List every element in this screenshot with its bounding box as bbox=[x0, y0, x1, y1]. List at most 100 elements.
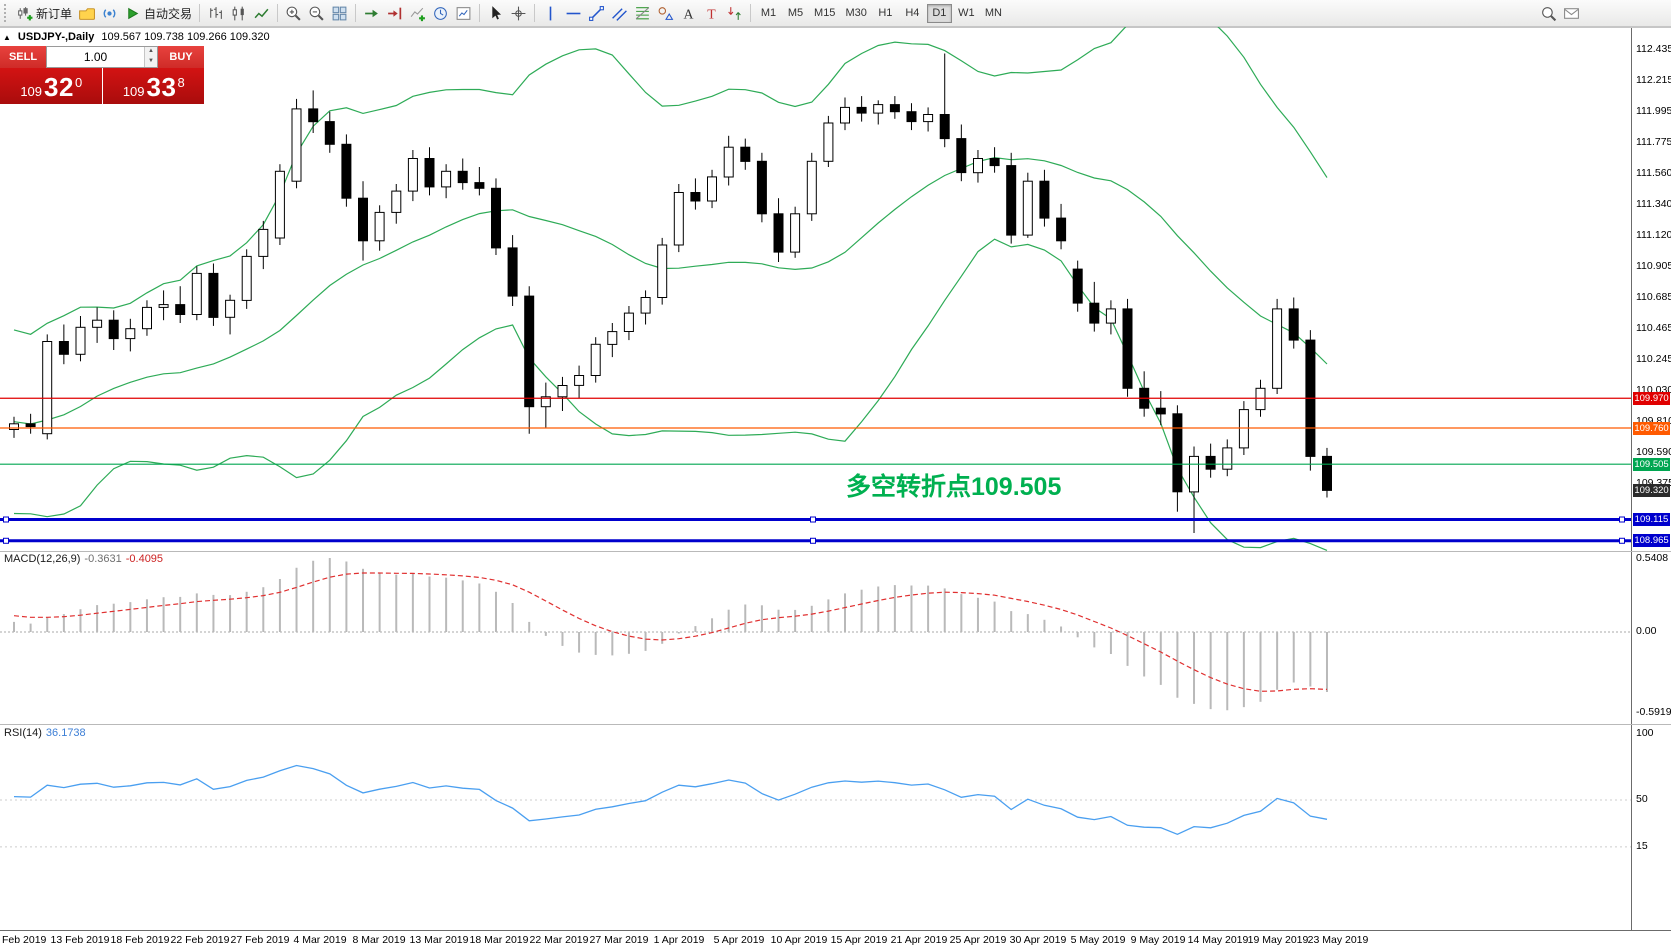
date-axis-label: 22 Feb 2019 bbox=[170, 934, 230, 946]
indicators-button[interactable] bbox=[406, 2, 429, 24]
sell-price-display[interactable]: 109320 bbox=[0, 68, 102, 104]
bar-chart-button[interactable] bbox=[204, 2, 227, 24]
zoom-in-button[interactable] bbox=[282, 2, 305, 24]
price-axis-tick: 110.465 bbox=[1636, 322, 1671, 334]
chart-ohlc-values: 109.567 109.738 109.266 109.320 bbox=[101, 31, 270, 43]
timeframe-button-m5[interactable]: M5 bbox=[787, 7, 804, 19]
chart-shift-button[interactable] bbox=[383, 2, 406, 24]
timeframe-button-h1[interactable]: H1 bbox=[878, 7, 893, 19]
zoom-out-button[interactable] bbox=[305, 2, 328, 24]
date-axis-label: 13 Feb 2019 bbox=[50, 934, 110, 946]
date-axis-label: 14 May 2019 bbox=[1187, 934, 1249, 946]
toolbar-grip[interactable] bbox=[4, 4, 8, 22]
line-selection-handle[interactable] bbox=[1619, 537, 1625, 544]
buy-price-big: 33 bbox=[146, 72, 177, 102]
mailbox-button[interactable] bbox=[1560, 2, 1583, 24]
line-chart-icon bbox=[253, 5, 270, 22]
cursor-button[interactable] bbox=[484, 2, 507, 24]
templates-button[interactable] bbox=[452, 2, 475, 24]
folder-icon bbox=[78, 5, 96, 22]
hline-price-tag: 109.505 bbox=[1633, 458, 1670, 471]
hline-price-tag: 109.970 bbox=[1633, 392, 1670, 405]
line-selection-handle[interactable] bbox=[810, 537, 816, 544]
buy-price-sup: 8 bbox=[177, 75, 185, 90]
auto-scroll-button[interactable] bbox=[360, 2, 383, 24]
crosshair-button[interactable] bbox=[507, 2, 530, 24]
history-center-button[interactable] bbox=[75, 2, 98, 24]
sell-button[interactable]: SELL bbox=[0, 46, 46, 68]
vertical-line-button[interactable] bbox=[539, 2, 562, 24]
autotrade-button[interactable]: 自动交易 bbox=[121, 2, 195, 24]
price-axis-tick: 110.905 bbox=[1636, 260, 1671, 272]
candlesticks bbox=[9, 53, 1332, 533]
timeframe-button-m1[interactable]: M1 bbox=[760, 7, 777, 19]
toolbar-separator bbox=[750, 4, 752, 22]
timeframe-button-m15[interactable]: M15 bbox=[814, 7, 836, 19]
arrows-button[interactable] bbox=[723, 2, 746, 24]
price-axis-tick: 111.560 bbox=[1636, 167, 1671, 179]
rsi-axis-tick: 15 bbox=[1636, 840, 1648, 852]
timeframe-button-m30[interactable]: M30 bbox=[845, 7, 867, 19]
rsi-name: RSI(14) bbox=[4, 727, 42, 739]
timeframe-button-h4[interactable]: H4 bbox=[905, 7, 920, 19]
objects-icon bbox=[657, 5, 674, 22]
rsi-axis-tick: 50 bbox=[1636, 793, 1648, 805]
autotrade-button-label: 自动交易 bbox=[144, 6, 193, 21]
mail-icon bbox=[1563, 5, 1580, 22]
community-icon bbox=[101, 5, 118, 22]
timeframe-button-mn[interactable]: MN bbox=[984, 7, 1002, 19]
text-button[interactable]: A bbox=[677, 2, 700, 24]
date-axis-label: 23 May 2019 bbox=[1307, 934, 1369, 946]
autotrade-icon bbox=[124, 5, 141, 22]
volume-value[interactable]: 1.00 bbox=[83, 50, 108, 64]
new-order-button[interactable]: 新订单 bbox=[13, 2, 75, 24]
candle-chart-button[interactable] bbox=[227, 2, 250, 24]
tile-windows-button[interactable] bbox=[328, 2, 351, 24]
price-axis-tick: 110.685 bbox=[1636, 291, 1671, 303]
bollinger-upper-band bbox=[13, 2, 1328, 335]
line-selection-handle[interactable] bbox=[810, 516, 816, 523]
periods-button[interactable] bbox=[429, 2, 452, 24]
trendline-button[interactable] bbox=[585, 2, 608, 24]
date-axis-label: 5 May 2019 bbox=[1070, 934, 1126, 946]
date-axis-label: 10 Apr 2019 bbox=[770, 934, 828, 946]
zoom-out-icon bbox=[308, 5, 325, 22]
line-chart-button[interactable] bbox=[250, 2, 273, 24]
fibonacci-button[interactable] bbox=[631, 2, 654, 24]
price-axis-tick: 111.120 bbox=[1636, 229, 1671, 241]
timeframe-button-d1[interactable]: D1 bbox=[926, 3, 952, 23]
rsi-indicator-label: RSI(14) 36.1738 bbox=[4, 727, 86, 739]
volume-increase-button[interactable]: ▲ bbox=[145, 47, 157, 57]
cursor-icon bbox=[487, 5, 504, 22]
label-button[interactable]: T bbox=[700, 2, 723, 24]
macd-axis-tick: 0.5408 bbox=[1636, 552, 1669, 564]
volume-decrease-button[interactable]: ▼ bbox=[145, 57, 157, 67]
volume-field[interactable]: 1.00 ▲ ▼ bbox=[46, 46, 158, 68]
arrows-icon bbox=[726, 5, 743, 22]
chart-shift-icon bbox=[386, 5, 403, 22]
buy-price-display[interactable]: 109338 bbox=[102, 68, 204, 104]
panel-collapse-icon[interactable]: ▲ bbox=[3, 32, 11, 42]
line-selection-handle[interactable] bbox=[1619, 516, 1625, 523]
svg-text:A: A bbox=[684, 6, 694, 21]
macd-histogram bbox=[13, 558, 1328, 711]
chart-annotation-text[interactable]: 多空转折点109.505 bbox=[846, 473, 1062, 501]
date-axis-label: 13 Mar 2019 bbox=[409, 934, 469, 946]
candle-chart-icon bbox=[230, 5, 247, 22]
community-button[interactable] bbox=[98, 2, 121, 24]
price-axis-tick: 109.590 bbox=[1636, 446, 1671, 458]
text-icon: A bbox=[680, 5, 697, 22]
toolbar-separator bbox=[534, 4, 536, 22]
horizontal-line-button[interactable] bbox=[562, 2, 585, 24]
channel-button[interactable] bbox=[608, 2, 631, 24]
line-selection-handle[interactable] bbox=[3, 516, 9, 523]
periods-icon bbox=[432, 5, 449, 22]
price-axis-tick: 110.245 bbox=[1636, 353, 1671, 365]
timeframe-button-w1[interactable]: W1 bbox=[958, 7, 975, 19]
objects-button[interactable] bbox=[654, 2, 677, 24]
sell-price-sup: 0 bbox=[74, 75, 83, 90]
line-selection-handle[interactable] bbox=[3, 537, 9, 544]
search-button[interactable] bbox=[1537, 2, 1560, 24]
buy-button[interactable]: BUY bbox=[158, 46, 204, 68]
